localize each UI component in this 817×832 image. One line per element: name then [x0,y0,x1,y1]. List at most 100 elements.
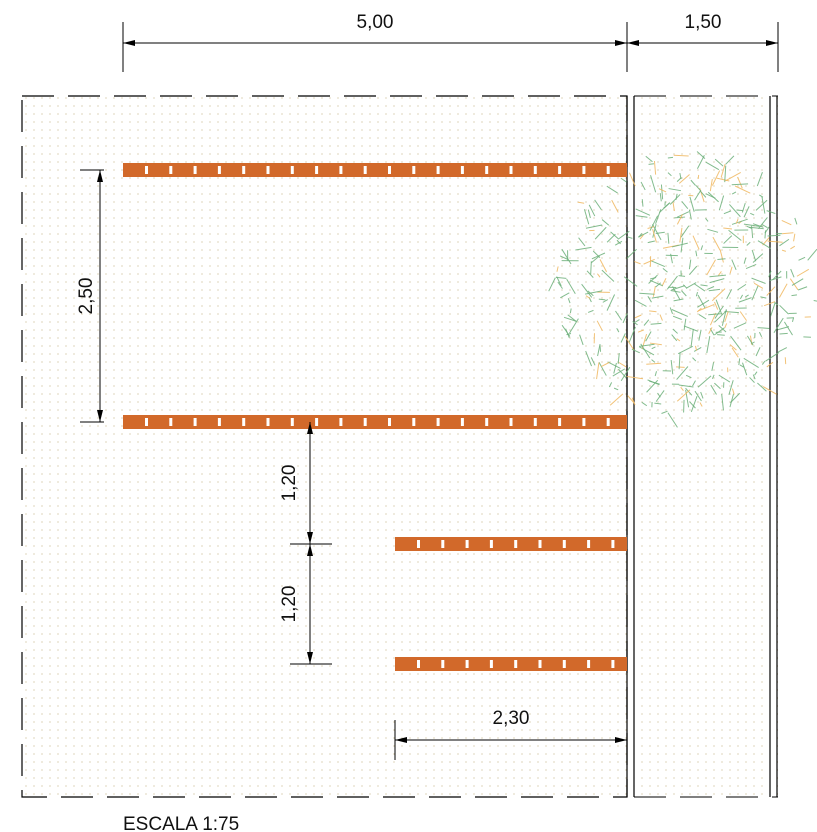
tree-branch [717,258,726,261]
brick-joint [582,166,586,174]
tree-branch [669,307,674,314]
brick-wall [395,537,627,551]
tree-branch [712,236,721,251]
tree-branch [648,274,658,284]
tree-branch [569,318,579,334]
tree-branch [797,286,808,291]
tree-branch [613,362,617,374]
tree-branch [598,362,607,376]
brick-joint [145,166,148,174]
tree-branch [681,201,689,210]
tree-branch [813,300,817,302]
tree-branch [739,294,744,300]
tree-branch [635,208,651,216]
tree-branch [639,292,655,295]
tree-branch [767,240,783,243]
brick-wall [123,415,627,429]
tree-branch [693,346,702,352]
tree-branch [779,283,788,298]
tree-branch [678,275,686,277]
brick-joint [145,418,148,426]
tree-branch [670,360,674,375]
tree-branch [594,226,607,240]
tree-branch [659,193,662,202]
tree-branch [646,379,659,393]
brick-joint [363,166,367,174]
tree-branch [721,309,727,326]
tree-branch [698,313,707,320]
tree-branch [689,196,695,212]
tree-branch [739,311,747,321]
tree-branch [646,362,662,365]
tree-branch [706,259,716,276]
tree-branch [672,315,682,320]
tree-branch [680,225,690,238]
tree-branch [654,402,662,405]
tree-branch [566,333,572,336]
brick-joint [538,660,542,668]
tree-branch [733,322,747,329]
tree-branch [781,219,792,226]
tree-branch [641,199,644,207]
tree-branch [692,380,696,387]
tree-branch [591,252,606,260]
tree-branch [705,217,709,222]
brick-joint [514,660,518,668]
brick-joint [441,660,445,668]
tree-branch [714,310,728,323]
tree-branch [587,209,591,219]
tree-branch [726,289,733,300]
tree-branch [699,402,703,407]
tree-branch [735,218,739,224]
tree-branch [652,229,657,243]
tree-branch [745,263,757,270]
brick-joint [509,166,513,174]
tree-branch [616,239,621,245]
tree-branch [757,382,767,392]
tree-branch [560,292,570,299]
dimension-label: 1,20 [279,586,300,623]
tree-branch [652,223,657,238]
tree-branch [714,305,724,319]
tree-branch [548,277,556,292]
tree-branch [714,158,724,167]
tree-branch [738,297,752,303]
floor-pattern [22,96,778,797]
tree-branch [655,231,665,235]
tree-branch [781,249,787,252]
tree-branch [743,257,747,264]
tree-branch [634,261,641,265]
tree-branch [674,216,686,219]
brick-joint [315,166,319,174]
brick-wall [123,163,627,177]
tree-branch [651,295,664,299]
tree-branch [678,384,694,388]
tree-branch [742,362,748,376]
brick-joint [339,166,343,174]
tree-branch [709,278,725,284]
tree-branch [708,288,721,292]
tree-branch [620,333,626,343]
tree-branch [718,374,731,383]
tree-branch [752,223,764,228]
tree-branch [610,231,619,240]
tree-branch [623,276,638,287]
tree-branch [627,395,635,404]
brick-joint [412,418,416,426]
tree-branch [714,301,719,310]
brick-joint [582,418,586,426]
brick-joint [485,166,489,174]
tree-branch [650,175,657,193]
tree-branch [675,193,678,201]
tree-branch [690,396,698,413]
tree-branch [729,393,735,408]
tree-branch [738,358,741,366]
tree-branch [729,266,733,274]
tree-branch [579,334,584,346]
tree-branch [707,191,719,203]
brick-joint [193,166,197,174]
tree-branch [728,380,734,395]
tree-branch [676,389,691,402]
tree-branch [598,298,606,301]
tree-branch [790,268,795,278]
